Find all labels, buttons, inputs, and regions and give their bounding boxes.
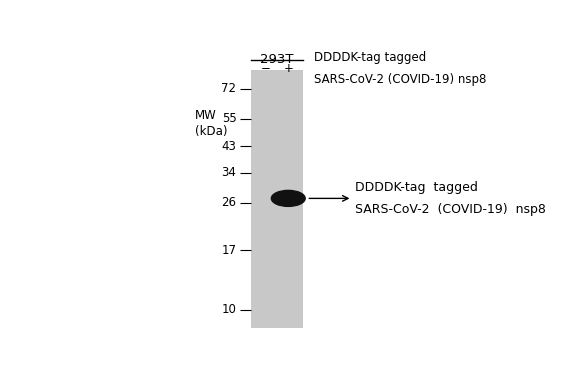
Text: 43: 43 (222, 140, 236, 153)
Text: 72: 72 (222, 82, 236, 95)
Text: −: − (261, 62, 271, 75)
Text: 34: 34 (222, 166, 236, 179)
Text: 17: 17 (222, 244, 236, 257)
Text: 26: 26 (222, 196, 236, 209)
Text: +: + (283, 62, 293, 75)
Text: 55: 55 (222, 112, 236, 125)
Text: 10: 10 (222, 303, 236, 316)
FancyBboxPatch shape (251, 70, 303, 328)
Text: 293T: 293T (260, 53, 293, 66)
Ellipse shape (271, 191, 305, 206)
Text: MW
(kDa): MW (kDa) (194, 109, 227, 138)
Text: SARS-CoV-2 (COVID-19) nsp8: SARS-CoV-2 (COVID-19) nsp8 (314, 73, 487, 86)
Text: DDDDK-tag  tagged: DDDDK-tag tagged (354, 181, 478, 194)
Text: SARS-CoV-2  (COVID-19)  nsp8: SARS-CoV-2 (COVID-19) nsp8 (354, 203, 545, 216)
Text: DDDDK-tag tagged: DDDDK-tag tagged (314, 51, 426, 64)
